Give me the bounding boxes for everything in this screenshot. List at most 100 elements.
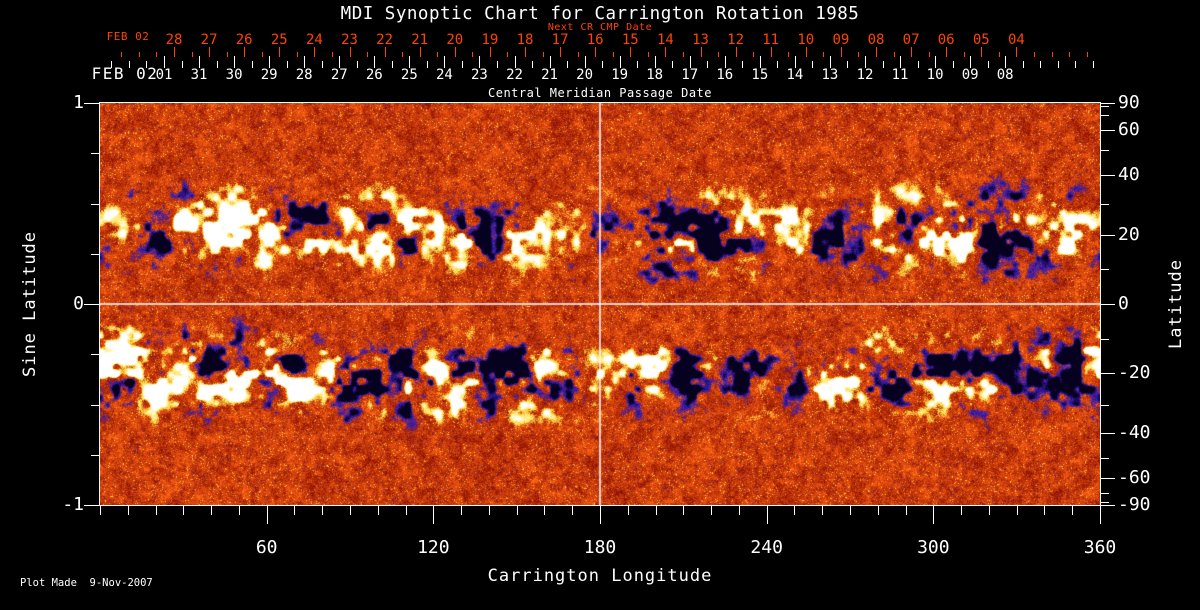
x-axis-tick [1100, 506, 1101, 524]
cmp-tick [304, 56, 306, 68]
x-axis-tick [655, 506, 657, 515]
next-cr-day-label: 08 [867, 32, 885, 48]
cmp-tick [1092, 61, 1094, 68]
cmp-tick [654, 56, 656, 68]
next-cr-tick [314, 47, 316, 57]
next-cr-tick [963, 52, 965, 57]
next-cr-tick [296, 52, 298, 57]
right-axis-tick [1101, 269, 1109, 271]
cmp-day-label: 28 [295, 67, 313, 83]
cmp-tick [987, 61, 989, 68]
next-cr-tick [244, 47, 246, 57]
cmp-tick [1022, 61, 1024, 68]
right-axis-tick-label: 20 [1118, 224, 1140, 246]
next-cr-day-label: 22 [376, 32, 394, 48]
next-cr-tick [665, 47, 667, 57]
cmp-day-label: 15 [751, 67, 769, 83]
plot-frame [99, 102, 1101, 506]
right-axis-tick [1101, 106, 1109, 108]
cmp-tick [742, 61, 744, 68]
next-cr-cmp-date-label: Next CR CMP Date [547, 22, 653, 33]
cmp-day-label: 24 [435, 67, 453, 83]
next-cr-tick [437, 52, 439, 57]
next-cr-tick [788, 52, 790, 57]
next-cr-tick [367, 52, 369, 57]
next-cr-day-label: 26 [235, 32, 253, 48]
x-axis-tick [877, 506, 879, 515]
cmp-tick [759, 56, 761, 68]
next-cr-tick [542, 52, 544, 57]
cmp-day-label: 27 [330, 67, 348, 83]
x-axis-tick [461, 506, 463, 515]
cmp-tick [777, 61, 779, 68]
x-axis-tick-label: 240 [750, 537, 783, 558]
chart-title: MDI Synoptic Chart for Carrington Rotati… [340, 4, 860, 24]
next-cr-tick [858, 52, 860, 57]
cmp-tick [339, 56, 341, 68]
next-cr-tick [928, 52, 930, 57]
cmp-tick [970, 56, 972, 68]
x-axis-tick [294, 506, 296, 515]
cmp-tick [426, 61, 428, 68]
left-axis-tick [91, 354, 99, 356]
next-cr-tick [384, 47, 386, 57]
next-cr-tick [525, 47, 526, 57]
cmp-day-label: 13 [821, 67, 839, 83]
next-cr-tick [419, 47, 421, 57]
next-cr-tick [1069, 52, 1071, 57]
right-axis-tick [1101, 174, 1115, 176]
next-cr-tick [121, 52, 123, 57]
x-axis-tick [211, 506, 213, 515]
right-axis-tick [1101, 492, 1109, 494]
cmp-day-label: 14 [786, 67, 804, 83]
next-cr-day-label: 10 [797, 32, 815, 48]
next-cr-tick [331, 52, 333, 57]
next-cr-day-label: 15 [621, 32, 639, 48]
cmp-day-label: 21 [541, 67, 558, 83]
next-cr-day-label: 04 [1007, 32, 1025, 48]
x-axis-tick [155, 506, 157, 515]
x-axis-tick [933, 506, 935, 524]
next-cr-tick [700, 47, 702, 57]
x-axis-tick [1016, 506, 1018, 515]
next-cr-tick [209, 47, 211, 57]
cmp-tick [917, 61, 919, 68]
next-cr-tick [911, 47, 913, 57]
right-axis-tick [1101, 115, 1109, 117]
cmp-day-label: 18 [646, 67, 664, 83]
cmp-tick [479, 56, 481, 68]
right-axis-tick-label: -40 [1118, 422, 1151, 444]
next-cr-tick [279, 47, 281, 57]
next-cr-tick [577, 52, 579, 57]
x-axis-tick [850, 506, 851, 515]
x-axis-title: Carrington Longitude [487, 566, 713, 586]
right-axis-tick [1101, 404, 1109, 406]
cmp-tick [251, 61, 253, 68]
cmp-tick [1005, 56, 1007, 68]
next-cr-tick [770, 47, 772, 57]
cmp-tick [952, 61, 954, 68]
left-axis-tick-label: -1 [62, 494, 84, 515]
next-cr-tick [472, 52, 474, 57]
right-axis-tick [1101, 304, 1115, 305]
next-cr-day-label: 11 [762, 32, 780, 48]
next-cr-tick [612, 52, 614, 57]
cmp-day-label: 26 [365, 67, 383, 83]
x-axis-tick [183, 506, 185, 515]
magnetogram-heatmap [100, 103, 1100, 505]
cmp-day-label: 09 [961, 67, 979, 83]
cmp-axis-title: Central Meridian Passage Date [487, 86, 713, 100]
right-axis-tick [1101, 478, 1115, 480]
next-cr-day-label: 09 [832, 32, 850, 48]
right-axis-tick [1101, 129, 1115, 131]
cmp-day-label: 10 [926, 67, 944, 83]
x-axis-tick [350, 506, 351, 515]
cmp-tick [549, 56, 551, 68]
right-axis-tick [1101, 235, 1115, 237]
next-cr-tick [226, 52, 228, 57]
cmp-day-label: 31 [190, 67, 208, 83]
cmp-tick [409, 56, 411, 68]
x-axis-tick [794, 506, 796, 515]
next-cr-tick [261, 52, 263, 57]
right-axis-tick [1101, 338, 1109, 340]
